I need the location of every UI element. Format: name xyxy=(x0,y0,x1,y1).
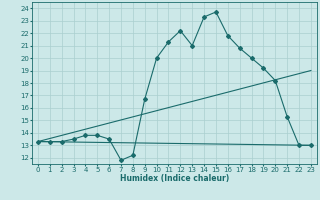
X-axis label: Humidex (Indice chaleur): Humidex (Indice chaleur) xyxy=(120,174,229,183)
